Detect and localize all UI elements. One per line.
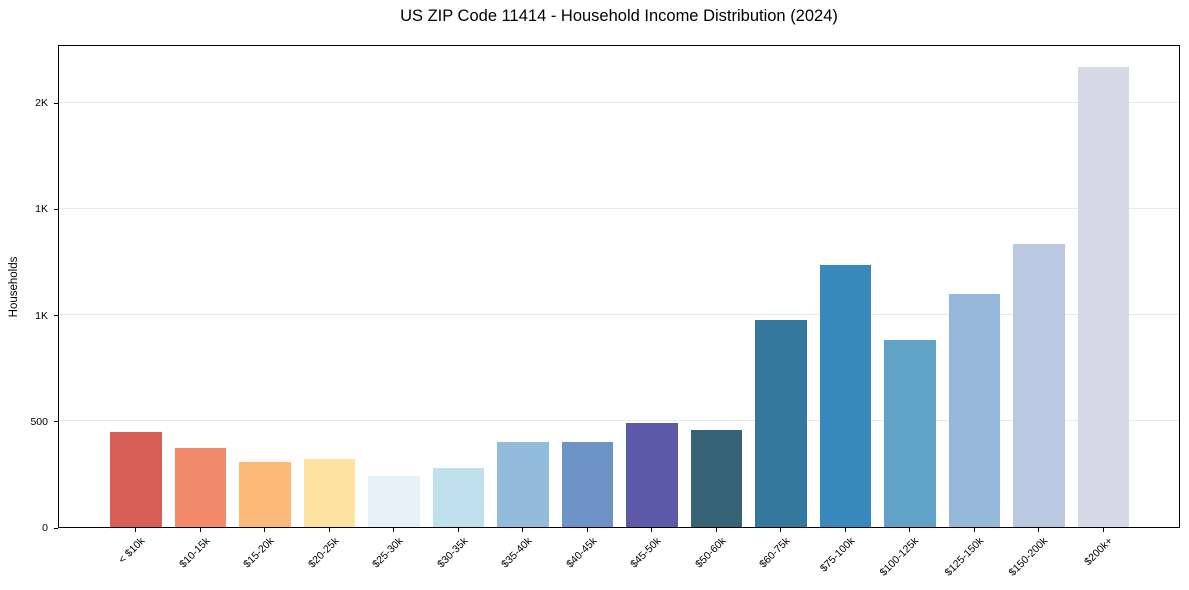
x-tick-label: $45-50k: [628, 535, 664, 571]
bar-11: [755, 319, 807, 527]
bar-2: [174, 448, 227, 527]
x-tick-mark: [393, 528, 394, 532]
x-tick-mark: [586, 528, 588, 532]
x-tick-mark: [199, 528, 201, 532]
x-tick-label: $200k+: [1081, 535, 1115, 569]
bar-3: [239, 461, 291, 527]
x-tick-label: $15-20k: [241, 535, 277, 571]
y-tick-label: 1K: [35, 309, 48, 322]
x-tick-label: $100-125k: [877, 535, 922, 579]
x-tick-mark: [264, 528, 265, 532]
x-tick-mark: [844, 528, 846, 532]
chart-title: US ZIP Code 11414 - Household Income Dis…: [400, 7, 838, 25]
gridline: [59, 314, 1179, 316]
x-tick-label: $35-40k: [499, 535, 535, 571]
bar-8: [561, 442, 614, 527]
gridline: [59, 101, 1179, 103]
bar-5: [368, 476, 420, 527]
x-tick-mark: [973, 528, 975, 532]
bar-6: [432, 467, 485, 527]
bar-10: [690, 430, 743, 527]
x-tick-mark: [1102, 528, 1104, 532]
y-tick-label: 2K: [35, 97, 48, 109]
x-tick-mark: [1038, 528, 1039, 532]
y-tick-mark: [54, 315, 58, 316]
y-tick-label: 500: [30, 415, 48, 428]
x-tick-label: $25-30k: [370, 535, 406, 571]
gridline: [59, 420, 1179, 422]
x-tick-label: $60-75k: [757, 535, 793, 571]
bar-15: [1013, 244, 1065, 527]
x-tick-mark: [328, 528, 330, 532]
x-tick-mark: [909, 528, 910, 532]
bar-13: [884, 340, 936, 527]
bar-14: [948, 294, 1001, 527]
y-tick-label: 0: [42, 522, 48, 534]
x-tick-label: $125-150k: [942, 535, 986, 579]
x-tick-mark: [522, 528, 523, 532]
bar-16: [1077, 66, 1130, 527]
x-tick-mark: [135, 528, 136, 532]
y-tick-label: 1K: [35, 203, 48, 216]
y-tick-mark: [54, 208, 58, 210]
x-tick-mark: [715, 528, 717, 532]
x-tick-label: $30-35k: [434, 535, 470, 571]
bar-9: [626, 422, 678, 527]
bar-7: [497, 442, 549, 527]
bar-4: [303, 458, 356, 527]
x-tick-label: $40-45k: [563, 535, 599, 571]
bar-1: [110, 432, 162, 527]
y-tick-mark: [54, 527, 58, 529]
plot-area: [58, 45, 1180, 528]
x-tick-mark: [780, 528, 781, 532]
x-tick-label: < $10k: [116, 535, 148, 566]
x-tick-mark: [457, 528, 459, 532]
x-tick-mark: [651, 528, 652, 532]
y-tick-mark: [54, 421, 58, 423]
x-tick-label: $75-100k: [817, 535, 857, 575]
gridline: [59, 207, 1179, 209]
x-tick-label: $150-200k: [1006, 535, 1051, 579]
y-tick-mark: [54, 102, 58, 104]
y-axis-label: Households: [8, 256, 20, 318]
bar-12: [819, 265, 872, 527]
x-tick-label: $50-60k: [692, 535, 728, 571]
x-tick-label: $10-15k: [176, 535, 212, 571]
x-tick-label: $20-25k: [305, 535, 341, 571]
